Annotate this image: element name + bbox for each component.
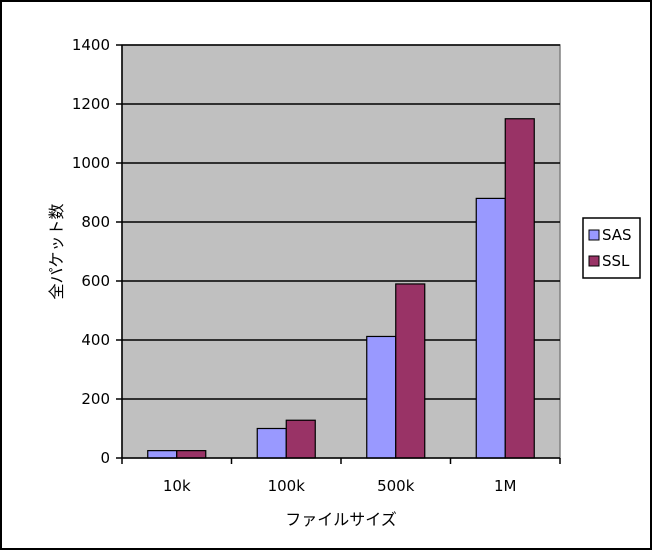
x-tick-label: 100k [268,477,306,495]
bar-ssl-100k [285,419,316,459]
legend-label-ssl: SSL [602,252,630,270]
y-tick-label: 1000 [72,154,110,172]
y-tick-label: 400 [81,331,110,349]
legend-label-sas: SAS [602,226,632,244]
bar-ssl-1m [504,118,535,459]
bars [147,118,535,459]
x-axis-title: ファイルサイズ [285,510,397,529]
y-tick-label: 800 [81,213,110,231]
legend-items: SAS SSL [588,226,632,270]
bar-sas-1m [475,197,506,459]
y-tick-label: 600 [81,272,110,290]
legend-swatch-ssl [588,255,600,267]
bar-sas-100k [256,427,287,459]
x-tick-label: 1M [494,477,517,495]
y-tick-label: 200 [81,390,110,408]
axes [116,44,561,464]
bar-sas-500k [366,335,397,459]
y-tick-label: 0 [100,449,110,467]
bar-ssl-500k [395,283,426,459]
legend: SAS SSL [582,217,641,279]
y-tick-labels: 0 200 400 600 800 1000 1200 1400 [72,36,110,467]
y-axis-title: 全パケット数 [47,203,66,299]
x-tick-label: 500k [377,477,415,495]
x-tick-label: 10k [163,477,191,495]
x-tick-labels: 10k 100k 500k 1M [163,477,517,495]
y-tick-label: 1400 [72,36,110,54]
legend-box [582,217,641,279]
bar-sas-10k [147,450,178,459]
bar-ssl-10k [176,450,207,459]
y-tick-label: 1200 [72,95,110,113]
legend-swatch-sas [588,229,600,241]
